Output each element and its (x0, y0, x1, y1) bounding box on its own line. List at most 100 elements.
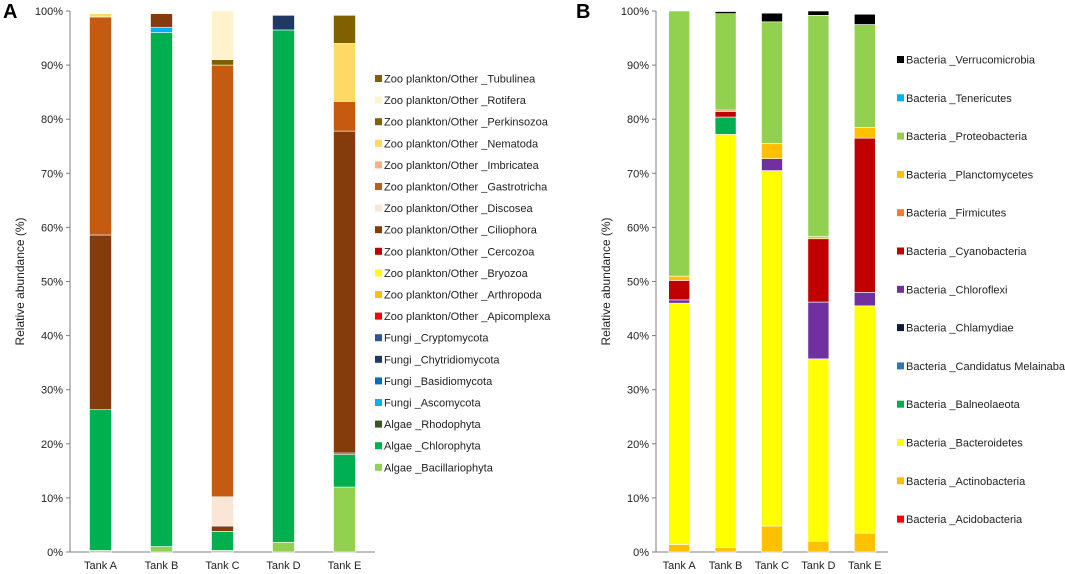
panel-letter: A (3, 1, 17, 23)
legend-label: Zoo plankton/Other _Nematoda (384, 138, 539, 150)
panel-b: B 0% 10% 20% 30% 40% 50% 60% 70% 80% 90% 100% Relati… (576, 1, 1065, 572)
panel-letter: B (576, 1, 590, 23)
y-tick-label: 20% (627, 439, 649, 451)
legend-label: Zoo plankton/Other _Perkinsozoa (384, 117, 549, 129)
legend-swatch (897, 209, 904, 217)
legend-swatch (375, 226, 382, 234)
legend-label: Algae _Rhodophyta (384, 419, 482, 431)
bar-segment (211, 64, 234, 498)
legend-swatch (375, 420, 382, 428)
legend-swatch (375, 247, 382, 255)
bar-segment (333, 130, 356, 454)
legend-label: Fungi _Basidiomycota (384, 376, 493, 388)
bar-segment (272, 541, 295, 553)
x-tick-label: Tank B (145, 560, 179, 572)
bar-segment (853, 305, 876, 534)
legend-label: Bacteria _Candidatus Melainabacteria (906, 361, 1065, 373)
legend-label: Fungi _Cryptomycota (384, 333, 489, 345)
legend-label: Bacteria _Proteobacteria (906, 131, 1028, 143)
bar-segment (211, 531, 234, 551)
y-tick-label: 60% (41, 222, 63, 234)
x-tick-label: Tank C (755, 560, 789, 572)
legend-label: Bacteria _Actinobacteria (906, 476, 1026, 488)
bar-segment (853, 532, 876, 553)
legend-label: Bacteria _Cyanobacteria (906, 246, 1027, 258)
legend-label: Bacteria _Planctomycetes (906, 169, 1034, 181)
bar-segment (333, 486, 356, 553)
legend-swatch (897, 362, 904, 370)
legend-label: Zoo plankton/Other _Bryozoa (384, 268, 529, 280)
bar-segment (150, 13, 173, 28)
bar-segment (668, 544, 691, 553)
y-tick-label: 20% (41, 439, 63, 451)
bar-segment (211, 525, 234, 532)
bar-segment (150, 546, 173, 553)
legend-label: Bacteria _Tenericutes (906, 93, 1012, 105)
legend-label: Zoo plankton/Other _Imbricatea (384, 160, 540, 172)
bar-segment (668, 275, 691, 281)
legend-swatch (375, 161, 382, 169)
bar-segment (668, 299, 691, 304)
y-tick-label: 100% (621, 6, 649, 18)
x-tick-label: Tank A (84, 560, 118, 572)
y-axis-label: Relative abundance (%) (13, 217, 27, 345)
bar-segment (150, 26, 173, 33)
legend-label: Zoo plankton/Other _Arthropoda (384, 290, 543, 302)
x-tick-label: Tank A (663, 560, 697, 572)
legend-swatch (375, 139, 382, 147)
legend-swatch (897, 439, 904, 446)
legend-label: Zoo plankton/Other _Discosea (384, 203, 533, 215)
bar-segment (807, 301, 830, 360)
legend-swatch (375, 75, 382, 82)
bar-segment (761, 143, 783, 159)
y-tick-label: 50% (41, 277, 63, 289)
legend-swatch (375, 334, 382, 342)
bar-segment (807, 238, 830, 303)
legend-swatch (375, 463, 382, 471)
legend-swatch (897, 56, 904, 63)
legend-swatch (897, 477, 904, 485)
bar-segment (211, 496, 234, 527)
y-tick-label: 0% (47, 547, 63, 559)
bar-segment (807, 236, 830, 240)
y-tick-label: 100% (35, 6, 63, 18)
bar-segment (761, 170, 783, 527)
y-tick-label: 50% (627, 277, 649, 289)
bar-segment (853, 24, 876, 128)
bar-segment (714, 111, 737, 118)
legend-label: Algae _Chlorophyta (384, 441, 482, 453)
x-tick-label: Tank B (709, 560, 743, 572)
y-tick-label: 90% (41, 60, 63, 72)
bar-segment (853, 137, 876, 293)
legend-label: Zoo plankton/Other _Ciliophora (384, 225, 538, 237)
legend-swatch (375, 269, 382, 277)
bar-segment (89, 234, 112, 411)
bar-segment (668, 302, 691, 545)
bar-segment (807, 358, 830, 542)
x-tick-label: Tank D (801, 560, 835, 572)
y-tick-label: 10% (627, 493, 649, 505)
legend-swatch (897, 515, 904, 523)
legend-label: Zoo plankton/Other _Apicomplexa (384, 311, 551, 323)
y-tick-label: 80% (41, 114, 63, 126)
y-axis-label: Relative abundance (%) (599, 217, 613, 345)
bar-segment (272, 15, 295, 31)
bar-segment (714, 13, 737, 111)
legend-label: Zoo plankton/Other _Gastrotricha (384, 182, 548, 194)
bar-segment (714, 11, 737, 15)
y-tick-label: 30% (41, 385, 63, 397)
legend-label: Bacteria _Acidobacteria (906, 514, 1023, 526)
y-tick-label: 80% (627, 114, 649, 126)
bar-segment (714, 116, 737, 135)
bar-segment (807, 540, 830, 553)
bar-segment (761, 12, 783, 23)
legend-label: Fungi _Chytridiomycota (384, 354, 500, 366)
bar-segment (150, 32, 173, 547)
bar-segment (761, 21, 783, 144)
bar-segment (853, 127, 876, 139)
legend-label: Bacteria _Bacteroidetes (906, 438, 1023, 450)
bar-segment (761, 525, 783, 553)
legend-label: Zoo plankton/Other _Rotifera (384, 95, 527, 107)
legend-label: Bacteria _Balneolaeota (906, 399, 1021, 411)
